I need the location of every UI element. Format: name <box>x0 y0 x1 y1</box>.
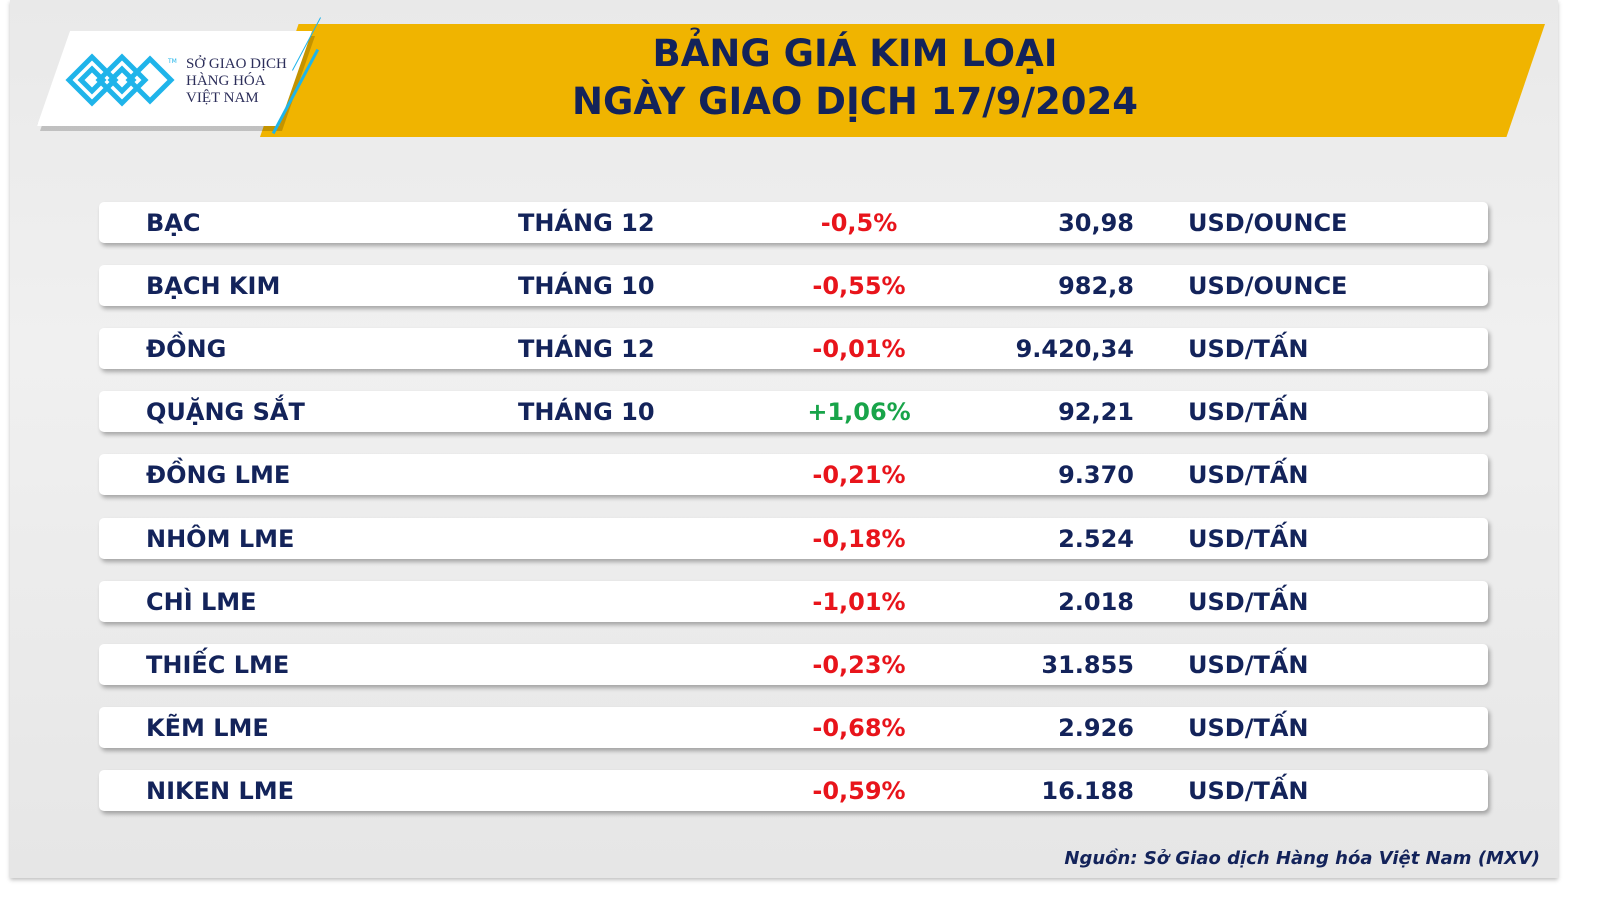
commodity-name: ĐỒNG <box>146 335 227 364</box>
commodity-name: BẠCH KIM <box>146 272 281 301</box>
percent-change: -0,21% <box>812 461 906 490</box>
price: 2.524 <box>1058 524 1134 553</box>
table-row: QUẶNG SẮT THÁNG 10 +1,06% 92,21 USD/TẤN <box>99 391 1488 433</box>
unit: USD/TẤN <box>1188 650 1309 679</box>
percent-change: -0,23% <box>812 650 906 679</box>
infographic: BẢNG GIÁ KIM LOẠI NGÀY GIAO DỊCH 17/9/20… <box>10 0 1558 878</box>
price: 2.018 <box>1058 587 1134 616</box>
trademark: TM <box>168 58 177 65</box>
table-row: ĐỒNG THÁNG 12 -0,01% 9.420,34 USD/TẤN <box>99 328 1488 370</box>
commodity-name: THIẾC LME <box>146 650 290 679</box>
table-row: ĐỒNG LME -0,21% 9.370 USD/TẤN <box>99 454 1488 496</box>
percent-change: -0,68% <box>812 713 906 742</box>
commodity-name: KẼM LME <box>146 713 269 742</box>
contract-month: THÁNG 10 <box>518 272 655 301</box>
commodity-name: NIKEN LME <box>146 776 295 805</box>
price: 31.855 <box>1041 650 1134 679</box>
logo-text-line-3: VIỆT NAM <box>186 90 259 106</box>
contract-month: THÁNG 10 <box>518 398 655 427</box>
percent-change: -0,18% <box>812 524 906 553</box>
price: 16.188 <box>1041 776 1134 805</box>
unit: USD/TẤN <box>1188 776 1309 805</box>
price: 982,8 <box>1058 272 1134 301</box>
commodity-name: NHÔM LME <box>146 524 295 553</box>
unit: USD/OUNCE <box>1188 272 1348 301</box>
table-row: BẠC THÁNG 12 -0,5% 30,98 USD/OUNCE <box>99 202 1488 243</box>
unit: USD/TẤN <box>1188 398 1309 427</box>
table-row: CHÌ LME -1,01% 2.018 USD/TẤN <box>99 580 1488 622</box>
title-line-1: BẢNG GIÁ KIM LOẠI <box>652 32 1058 75</box>
contract-month: THÁNG 12 <box>518 209 655 237</box>
commodity-name: BẠC <box>146 209 201 237</box>
logo-text: SỞ GIAO DỊCH HÀNG HÓA VIỆT NAM <box>186 56 287 107</box>
table-row: NIKEN LME -0,59% 16.188 USD/TẤN <box>99 769 1488 811</box>
commodity-name: QUẶNG SẮT <box>146 398 305 427</box>
price: 92,21 <box>1058 398 1134 427</box>
percent-change: -0,59% <box>812 776 906 805</box>
percent-change: +1,06% <box>807 398 911 427</box>
price: 2.926 <box>1058 713 1134 742</box>
page-title: BẢNG GIÁ KIM LOẠI NGÀY GIAO DỊCH 17/9/20… <box>570 30 1140 126</box>
price: 9.370 <box>1058 461 1134 490</box>
price: 9.420,34 <box>1015 335 1134 364</box>
price: 30,98 <box>1058 209 1134 237</box>
table-row: NHÔM LME -0,18% 2.524 USD/TẤN <box>99 517 1488 559</box>
table-row: KẼM LME -0,68% 2.926 USD/TẤN <box>99 706 1488 748</box>
unit: USD/TẤN <box>1188 524 1309 553</box>
source-note: Nguồn: Sở Giao dịch Hàng hóa Việt Nam (M… <box>1064 848 1540 869</box>
unit: USD/TẤN <box>1188 713 1309 742</box>
unit: USD/TẤN <box>1188 335 1309 364</box>
unit: USD/OUNCE <box>1188 209 1348 237</box>
percent-change: -0,5% <box>820 209 898 237</box>
percent-change: -0,01% <box>812 335 906 364</box>
unit: USD/TẤN <box>1188 587 1309 616</box>
title-line-2: NGÀY GIAO DỊCH 17/9/2024 <box>572 80 1138 123</box>
logo-text-line-1: SỞ GIAO DỊCH <box>186 56 287 72</box>
commodity-name: ĐỒNG LME <box>146 461 291 490</box>
table-row: THIẾC LME -0,23% 31.855 USD/TẤN <box>99 643 1488 685</box>
contract-month: THÁNG 12 <box>518 335 655 364</box>
logo: TM <box>37 31 312 126</box>
title-banner <box>260 24 1545 137</box>
logo-text-line-2: HÀNG HÓA <box>186 73 266 89</box>
unit: USD/TẤN <box>1188 461 1309 490</box>
percent-change: -1,01% <box>812 587 906 616</box>
percent-change: -0,55% <box>812 272 906 301</box>
commodity-name: CHÌ LME <box>146 587 257 616</box>
mxv-logo-icon <box>65 53 175 107</box>
table-row: BẠCH KIM THÁNG 10 -0,55% 982,8 USD/OUNCE <box>99 265 1488 307</box>
